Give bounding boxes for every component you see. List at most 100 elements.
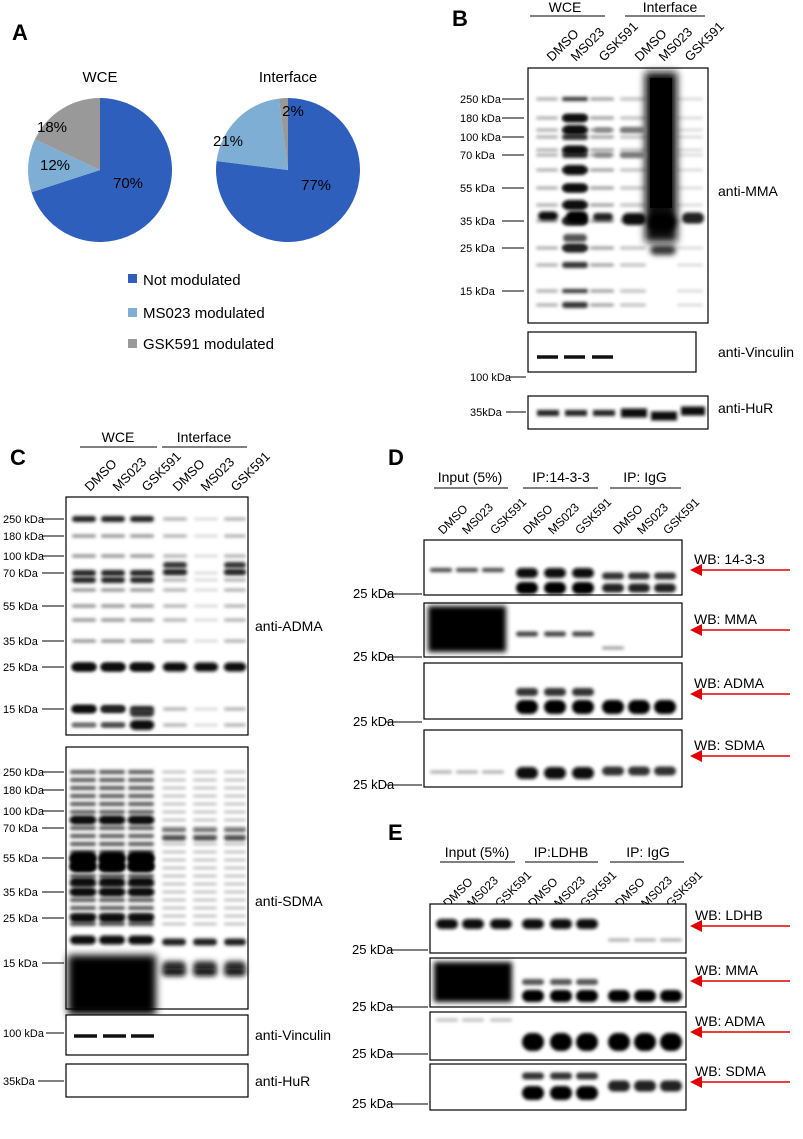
e-blots-marker-3: 25 kDa xyxy=(352,1096,394,1111)
legend-swatch-not-modulated xyxy=(128,274,137,283)
legend-ms023-modulated: MS023 modulated xyxy=(143,305,265,322)
pie-slice-0-0 xyxy=(31,98,172,242)
pie-slice-1-2 xyxy=(278,98,288,170)
c-group-wce: WCE xyxy=(102,429,135,445)
d-blots-wb-3: WB: SDMA xyxy=(694,737,765,753)
e-blots-arrow-2 xyxy=(690,1026,702,1038)
b-group-interface: Interface xyxy=(643,0,698,15)
d-blots-marker-2: 25 kDa xyxy=(353,714,395,729)
b-mma-blot xyxy=(527,67,709,324)
c-adma-markers-6: 25 kDa xyxy=(3,662,39,674)
e-blots-wb-3: WB: SDMA xyxy=(695,1063,766,1079)
d-blots-marker-1: 25 kDa xyxy=(353,649,395,664)
pie-slice-label-0-2: 18% xyxy=(37,119,67,136)
b-mma-markers-0: 250 kDa xyxy=(460,94,502,106)
panel-label-d: D xyxy=(388,445,404,470)
c-adma-blot xyxy=(65,496,249,736)
legend-not-modulated: Not modulated xyxy=(143,272,241,289)
c-adma-markers-7: 15 kDa xyxy=(3,704,39,716)
b-hur-marker: 35kDa xyxy=(470,407,503,419)
pie-slice-label-0-0: 70% xyxy=(113,175,143,192)
c-adma-markers-5: 35 kDa xyxy=(3,636,39,648)
e-blots-arrow-1 xyxy=(690,975,702,987)
c-hur-marker: 35kDa xyxy=(3,1076,36,1088)
b-label-anti-hur: anti-HuR xyxy=(718,400,773,416)
panel-label-a: A xyxy=(12,20,28,45)
panel-a-pies: WCE 70% 12% 18% Interface 77% 21% 2% xyxy=(27,69,360,242)
c-lanes-lane-5: GSK591 xyxy=(228,449,273,494)
e-blots-marker-0: 25 kDa xyxy=(352,942,394,957)
d-blots-arrow-2 xyxy=(690,688,702,700)
b-mma-markers-7: 15 kDa xyxy=(460,286,496,298)
e-blots-wb-2: WB: ADMA xyxy=(695,1013,766,1029)
c-adma-markers-0: 250 kDa xyxy=(3,514,45,526)
c-label-anti-vinculin: anti-Vinculin xyxy=(255,1027,331,1043)
c-label-anti-adma: anti-ADMA xyxy=(255,618,323,634)
b-mma-markers-3: 70 kDa xyxy=(460,150,496,162)
d-blots-arrow-0 xyxy=(690,564,702,576)
b-mma-markers-5: 35 kDa xyxy=(460,216,496,228)
c-label-anti-sdma: anti-SDMA xyxy=(255,893,323,909)
pie-title-0: WCE xyxy=(83,69,118,86)
c-sdma-markers-1: 180 kDa xyxy=(3,785,45,797)
b-label-anti-mma: anti-MMA xyxy=(718,183,779,199)
legend-swatch-gsk591 xyxy=(128,339,137,348)
e-blots-arrow-0 xyxy=(690,920,702,932)
legend-gsk591-modulated: GSK591 modulated xyxy=(143,336,274,353)
d-blots-wb-1: WB: MMA xyxy=(694,611,758,627)
c-sdma-markers-6: 25 kDa xyxy=(3,913,39,925)
d-blots-arrow-3 xyxy=(690,750,702,762)
e-group-igg: IP: IgG xyxy=(626,844,670,860)
panel-d: Input (5%) IP:14-3-3 IP: IgG DMSOMS023GS… xyxy=(353,469,790,792)
c-sdma-markers-0: 250 kDa xyxy=(3,767,45,779)
pie-slice-label-0-1: 12% xyxy=(40,157,70,174)
e-blots-wb-1: WB: MMA xyxy=(695,962,759,978)
d-blots-arrow-1 xyxy=(690,624,702,636)
e-blots-marker-2: 25 kDa xyxy=(352,1046,394,1061)
e-blots-arrow-3 xyxy=(690,1076,702,1088)
b-label-anti-vinculin: anti-Vinculin xyxy=(718,344,794,360)
d-group-igg: IP: IgG xyxy=(623,469,667,485)
e-blots-marker-1: 25 kDa xyxy=(352,999,394,1014)
panel-b: WCE Interface DMSOMS023GSK591DMSOMS023GS… xyxy=(460,0,794,430)
b-vinculin-marker: 100 kDa xyxy=(470,372,512,384)
c-sdma-markers-4: 55 kDa xyxy=(3,853,39,865)
c-sdma-markers-7: 15 kDa xyxy=(3,958,39,970)
pie-slice-0-2 xyxy=(34,98,101,170)
b-mma-markers-2: 100 kDa xyxy=(460,132,502,144)
c-label-anti-hur: anti-HuR xyxy=(255,1073,310,1089)
pie-slice-label-1-2: 2% xyxy=(282,103,304,120)
d-lanes-lane-8: GSK591 xyxy=(660,495,702,537)
pie-title-1: Interface xyxy=(259,69,317,86)
b-mma-markers-6: 25 kDa xyxy=(460,243,496,255)
d-group-input: Input (5%) xyxy=(438,469,503,485)
c-adma-markers-1: 180 kDa xyxy=(3,531,45,543)
c-vinculin-marker: 100 kDa xyxy=(3,1028,45,1040)
pie-slice-label-1-1: 21% xyxy=(213,133,243,150)
d-lanes-lane-5: GSK591 xyxy=(572,495,614,537)
c-sdma-markers-3: 70 kDa xyxy=(3,823,39,835)
b-mma-markers-4: 55 kDa xyxy=(460,183,496,195)
pie-slice-0-1 xyxy=(27,139,100,193)
d-blots-marker-0: 25 kDa xyxy=(353,586,395,601)
c-adma-markers-4: 55 kDa xyxy=(3,601,39,613)
d-group-ip: IP:14-3-3 xyxy=(532,469,590,485)
c-sdma-markers-2: 100 kDa xyxy=(3,806,45,818)
c-adma-markers-3: 70 kDa xyxy=(3,568,39,580)
e-group-input: Input (5%) xyxy=(445,844,510,860)
panel-label-e: E xyxy=(388,820,403,845)
c-group-interface: Interface xyxy=(177,429,232,445)
b-vinculin-blot xyxy=(527,331,697,373)
panel-label-b: B xyxy=(452,6,468,31)
pie-slice-1-1 xyxy=(216,98,288,170)
legend-swatch-ms023 xyxy=(128,308,137,317)
c-adma-markers-2: 100 kDa xyxy=(3,551,45,563)
e-group-ip: IP:LDHB xyxy=(534,844,588,860)
panel-label-c: C xyxy=(10,445,26,470)
b-group-wce: WCE xyxy=(549,0,582,15)
panel-a-legend: Not modulated MS023 modulated GSK591 mod… xyxy=(128,272,274,353)
panel-c: WCE Interface DMSOMS023GSK591DMSOMS023GS… xyxy=(3,429,331,1098)
d-blots-wb-2: WB: ADMA xyxy=(694,675,765,691)
panel-e: Input (5%) IP:LDHB IP: IgG DMSOMS023GSK5… xyxy=(352,844,790,1111)
